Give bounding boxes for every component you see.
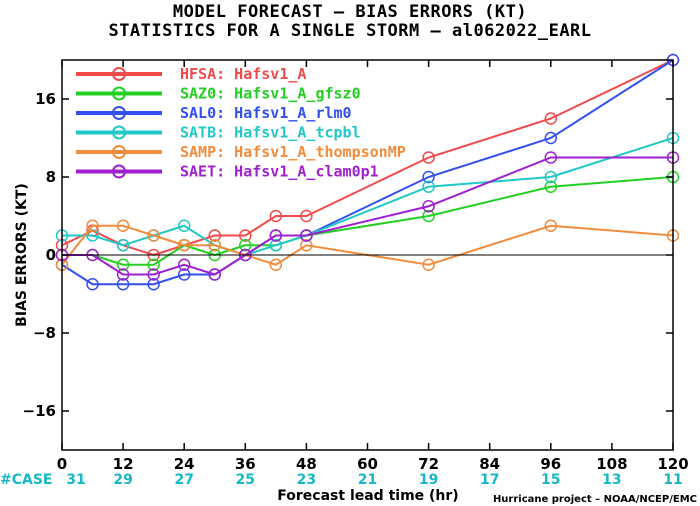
series-samp — [55, 219, 680, 271]
data-point — [116, 219, 130, 232]
data-point — [116, 278, 130, 291]
data-point — [239, 239, 252, 252]
chart-title-line2: STATISTICS FOR A SINGLE STORM – al062022… — [108, 21, 592, 41]
data-point — [116, 268, 130, 281]
case-count: 15 — [541, 472, 560, 488]
legend-marker — [112, 106, 126, 120]
credit-text: Hurricane project – NOAA/NCEP/EMC — [493, 494, 697, 505]
data-point — [422, 180, 435, 193]
data-point — [177, 258, 191, 271]
y-tick-label: 8 — [46, 168, 56, 186]
data-point — [239, 229, 252, 242]
data-point — [208, 229, 221, 242]
data-point — [269, 258, 283, 271]
data-point — [269, 209, 283, 223]
case-count: 27 — [174, 472, 193, 488]
case-count: 21 — [358, 472, 377, 488]
series-saet — [55, 151, 680, 281]
data-point — [177, 268, 191, 281]
y-axis-label: BIAS ERRORS (KT) — [14, 183, 30, 327]
data-point — [147, 278, 160, 291]
legend-entry: SAZ0: Hafsv1_A_gfsz0 — [76, 85, 361, 103]
data-point — [86, 278, 99, 291]
case-count: 19 — [419, 472, 438, 488]
y-tick-label: 0 — [46, 246, 56, 264]
legend-label: SAMP: Hafsv1_A_thompsonMP — [180, 143, 406, 161]
x-tick-label: 96 — [540, 455, 561, 473]
data-point — [422, 258, 435, 271]
x-tick-label: 72 — [418, 455, 439, 473]
data-point — [269, 239, 283, 252]
data-point — [177, 219, 191, 232]
case-count: 13 — [602, 472, 621, 488]
legend-entry: SAMP: Hafsv1_A_thompsonMP — [76, 143, 406, 161]
legend-label: SAL0: Hafsv1_A_rlm0 — [180, 104, 352, 122]
case-count: 31 — [66, 472, 85, 488]
x-tick-label: 36 — [235, 455, 256, 473]
y-tick-label: 16 — [35, 90, 56, 108]
case-count: 17 — [480, 472, 499, 488]
case-count: 11 — [663, 472, 682, 488]
legend-entry: HFSA: Hafsv1_A — [76, 65, 306, 83]
legend-entry: SATB: Hafsv1_A_tcpbl — [76, 124, 361, 142]
y-tick-label: −8 — [33, 324, 56, 342]
data-point — [544, 170, 558, 184]
x-tick-label: 48 — [296, 455, 317, 473]
data-point — [269, 229, 283, 242]
case-count: 25 — [236, 472, 255, 488]
legend-label: SATB: Hafsv1_A_tcpbl — [180, 124, 361, 142]
data-point — [208, 268, 221, 281]
x-tick-label: 84 — [479, 455, 500, 473]
data-point — [300, 229, 313, 242]
chart-title-line1: MODEL FORECAST – BIAS ERRORS (KT) — [172, 2, 528, 22]
legend: HFSA: Hafsv1_A SAZ0: Hafsv1_A_gfsz0SAL0: … — [76, 65, 406, 181]
data-point — [86, 229, 99, 242]
data-point — [300, 239, 313, 252]
legend-marker — [112, 86, 126, 101]
y-tick-label: −16 — [23, 402, 56, 420]
data-point — [422, 209, 435, 223]
data-point — [147, 258, 160, 271]
axes: 0311229242736254823602172198417961510813… — [23, 60, 689, 488]
x-tick-label: 12 — [113, 455, 134, 473]
data-point — [116, 239, 130, 252]
case-count: 29 — [113, 472, 132, 488]
data-point — [422, 170, 435, 184]
x-tick-label: 0 — [57, 455, 67, 473]
data-point — [86, 219, 99, 232]
legend-marker — [112, 67, 126, 81]
data-point — [147, 268, 160, 281]
legend-marker — [112, 125, 126, 140]
legend-entry: SAET: Hafsv1_A_clam0p1 — [76, 163, 379, 181]
data-point — [300, 209, 313, 223]
legend-label: SAET: Hafsv1_A_clam0p1 — [180, 163, 379, 181]
x-tick-label: 60 — [357, 455, 378, 473]
legend-label: SAZ0: Hafsv1_A_gfsz0 — [180, 85, 361, 103]
data-point — [544, 112, 558, 125]
data-point — [177, 239, 191, 252]
case-label: #CASE — [0, 472, 53, 488]
data-point — [544, 131, 558, 145]
legend-entry: SAL0: Hafsv1_A_rlm0 — [76, 104, 352, 122]
case-count: 23 — [297, 472, 316, 488]
data-point — [544, 151, 558, 164]
x-axis-label: Forecast lead time (hr) — [277, 488, 458, 504]
data-point — [208, 239, 221, 252]
data-point — [544, 219, 558, 232]
data-point — [147, 229, 160, 242]
data-point — [116, 258, 130, 271]
legend-label: HFSA: Hafsv1_A — [180, 65, 306, 83]
x-tick-label: 120 — [657, 455, 688, 473]
x-tick-label: 24 — [174, 455, 195, 473]
legend-marker — [112, 164, 126, 179]
data-point — [544, 180, 558, 193]
data-point — [422, 151, 435, 164]
x-tick-label: 108 — [596, 455, 627, 473]
data-point — [422, 200, 435, 213]
legend-marker — [112, 145, 126, 159]
